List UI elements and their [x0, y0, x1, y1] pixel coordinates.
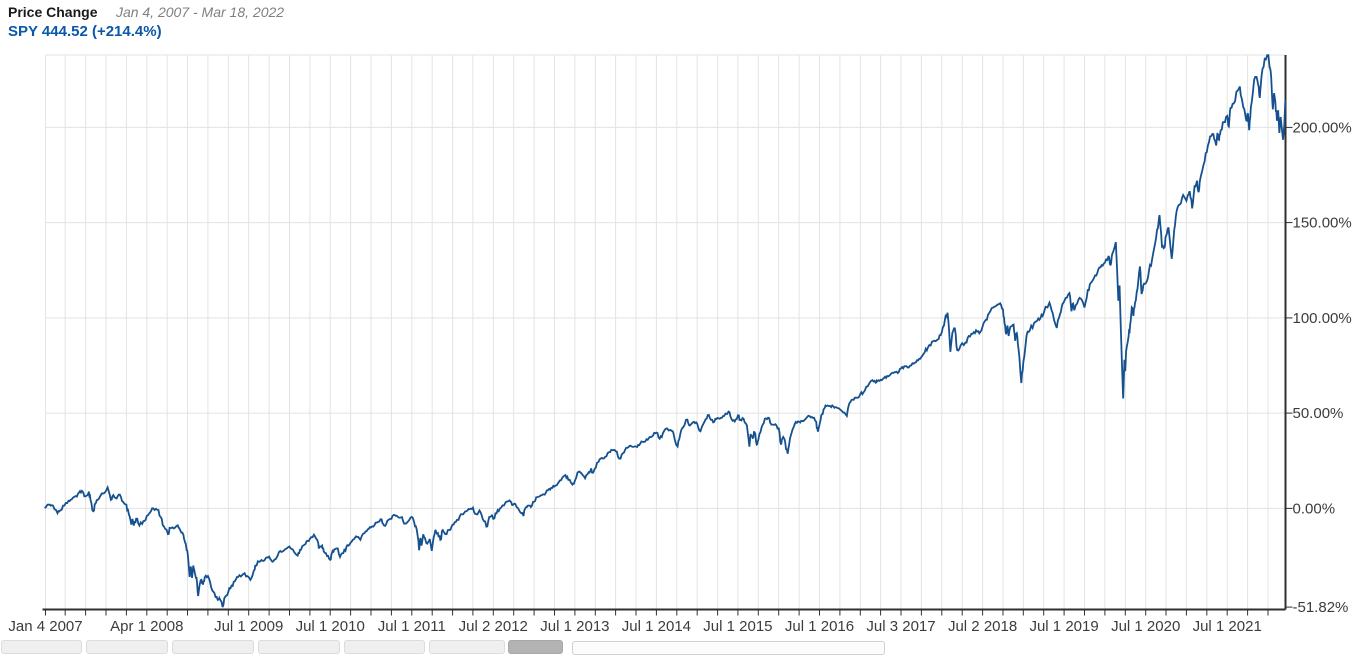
- svg-text:Jan 4 2007: Jan 4 2007: [8, 618, 82, 635]
- spy-price-line: [44, 54, 1287, 608]
- period-button[interactable]: [258, 640, 340, 654]
- svg-text:Jul 1 2013: Jul 1 2013: [540, 618, 609, 635]
- svg-text:Apr 1 2008: Apr 1 2008: [110, 618, 183, 635]
- svg-text:Jul 2 2018: Jul 2 2018: [948, 618, 1017, 635]
- svg-text:Jul 1 2015: Jul 1 2015: [703, 618, 772, 635]
- series-legend: SPY 444.52 (+214.4%): [8, 23, 162, 40]
- svg-text:Jul 1 2014: Jul 1 2014: [622, 618, 691, 635]
- svg-text:Jul 1 2016: Jul 1 2016: [785, 618, 854, 635]
- svg-text:200.00%: 200.00%: [1293, 119, 1352, 136]
- axes: [42, 55, 1287, 611]
- period-button-selected[interactable]: [508, 640, 563, 654]
- svg-text:Jul 1 2009: Jul 1 2009: [214, 618, 283, 635]
- bottom-toolbar: [0, 640, 1359, 655]
- svg-text:Jul 1 2021: Jul 1 2021: [1193, 618, 1262, 635]
- svg-text:Jul 1 2020: Jul 1 2020: [1111, 618, 1180, 635]
- date-range-input[interactable]: [572, 641, 885, 655]
- svg-text:Jul 3 2017: Jul 3 2017: [866, 618, 935, 635]
- y-axis-labels: 200.00% 150.00% 100.00% 50.00% 0.00% -51.82%: [1293, 119, 1352, 616]
- svg-text:0.00%: 0.00%: [1293, 500, 1336, 517]
- period-button[interactable]: [344, 640, 425, 654]
- period-button[interactable]: [86, 640, 168, 654]
- period-button[interactable]: [429, 640, 505, 654]
- chart-header: Price Change Jan 4, 2007 - Mar 18, 2022: [8, 4, 284, 22]
- svg-text:150.00%: 150.00%: [1293, 215, 1352, 232]
- svg-text:Jul 1 2010: Jul 1 2010: [296, 618, 365, 635]
- svg-text:50.00%: 50.00%: [1293, 405, 1344, 422]
- svg-text:-51.82%: -51.82%: [1293, 599, 1349, 616]
- period-button[interactable]: [1, 640, 82, 654]
- svg-text:Jul 2 2012: Jul 2 2012: [459, 618, 528, 635]
- svg-text:Jul 1 2019: Jul 1 2019: [1029, 618, 1098, 635]
- x-axis-labels: Jan 4 2007 Apr 1 2008 Jul 1 2009 Jul 1 2010…: [8, 618, 1261, 635]
- svg-text:Jul 1 2011: Jul 1 2011: [378, 618, 446, 635]
- svg-text:100.00%: 100.00%: [1293, 310, 1352, 327]
- period-button[interactable]: [172, 640, 254, 654]
- grid-lines: [45, 54, 1286, 610]
- tick-marks: [45, 126, 1293, 616]
- chart-date-range: Jan 4, 2007 - Mar 18, 2022: [115, 4, 285, 20]
- chart-title: Price Change: [8, 4, 98, 20]
